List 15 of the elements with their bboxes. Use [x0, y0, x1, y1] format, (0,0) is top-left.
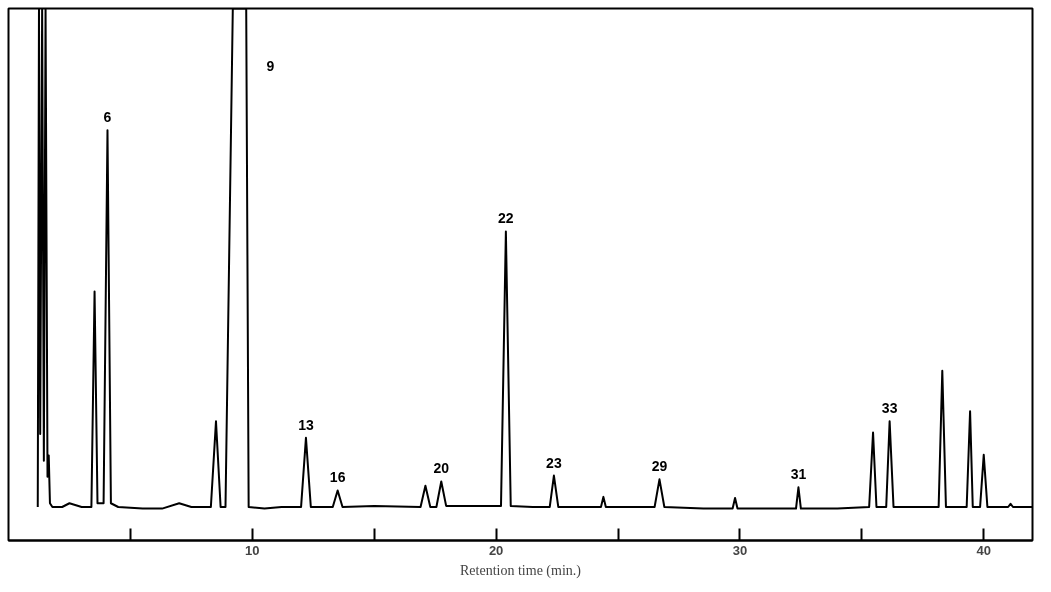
annotation: 23	[546, 454, 562, 471]
x-tick-label: 20	[488, 542, 504, 558]
annotation: 33	[881, 400, 898, 417]
x-tick-label: 40	[976, 542, 991, 558]
annotation: 6	[103, 109, 112, 126]
annotation: 16	[329, 469, 346, 486]
annotation: 13	[298, 416, 314, 433]
annotation: 20	[433, 460, 450, 477]
x-tick-label: 10	[245, 542, 260, 558]
annotation: 31	[790, 466, 807, 483]
annotation: 9	[266, 57, 275, 74]
annotation: 29	[651, 458, 668, 475]
x-tick-label: 30	[732, 542, 748, 558]
x-axis-title: Retention time (min.)	[460, 562, 582, 579]
annotation: 22	[498, 210, 514, 227]
